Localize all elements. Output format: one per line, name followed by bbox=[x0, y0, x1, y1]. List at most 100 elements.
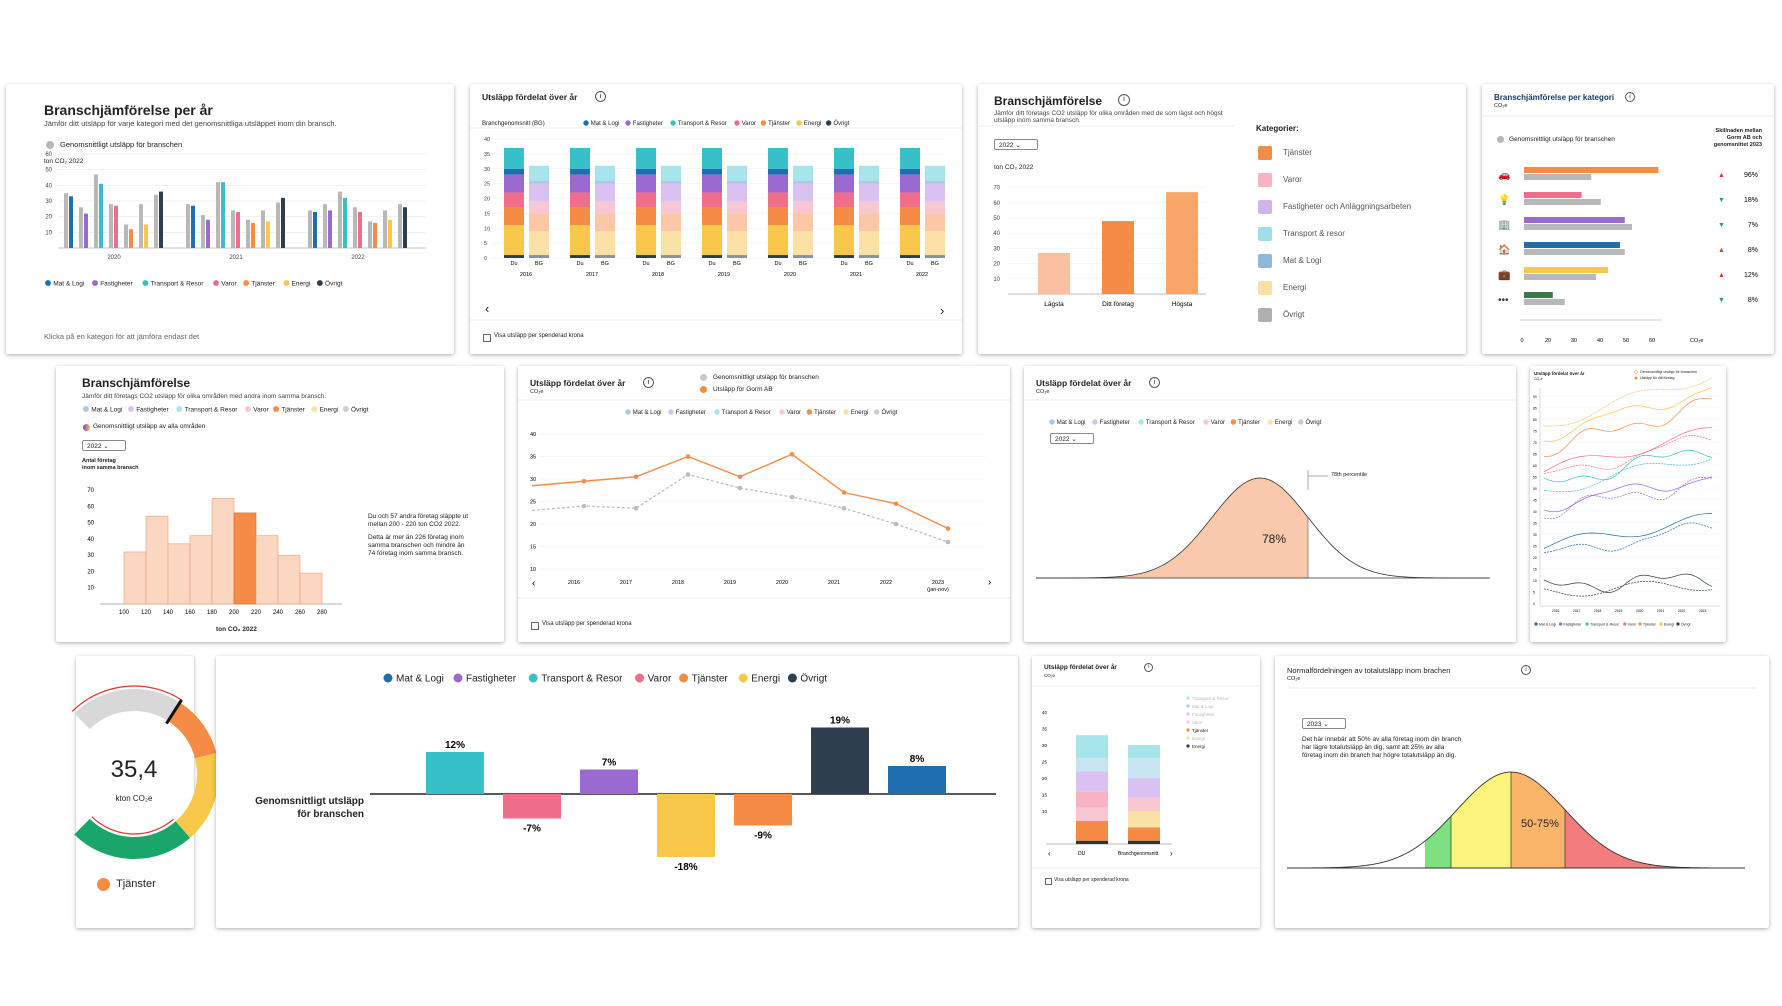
x-tick-label: 0 bbox=[1520, 338, 1523, 344]
y-tick-label: 10 bbox=[484, 226, 490, 232]
stack-seg bbox=[570, 174, 590, 193]
category-swatch[interactable] bbox=[1258, 281, 1272, 295]
card-title: Utsläpp fördelat över år bbox=[1036, 378, 1132, 388]
category-label[interactable]: Varor bbox=[1283, 175, 1302, 184]
legend-label-0: Mat & Logi bbox=[633, 410, 662, 416]
category-label[interactable]: Energi bbox=[1283, 283, 1307, 292]
stack-seg bbox=[727, 231, 747, 256]
bar-Mat & Logi bbox=[191, 205, 195, 248]
series-line bbox=[1543, 513, 1713, 549]
info-icon[interactable]: i bbox=[1625, 92, 1635, 102]
gauge-unit: kton CO₂e bbox=[115, 794, 153, 803]
card-subtitle: Jämför ditt utsläpp för varje kategori m… bbox=[44, 119, 337, 128]
y-tick-label: 60 bbox=[87, 504, 94, 510]
info-icon[interactable]: i bbox=[1149, 377, 1160, 388]
y-tick-label: 20 bbox=[993, 262, 1000, 268]
legend-label-4: Tjänster bbox=[251, 280, 275, 287]
category-label[interactable]: Tjänster bbox=[1283, 148, 1312, 157]
info-icon[interactable]: i bbox=[595, 91, 606, 102]
checkbox[interactable] bbox=[483, 334, 491, 342]
bar-Tjänster bbox=[373, 222, 377, 248]
nav-right-button: › bbox=[1170, 849, 1173, 858]
y-tick-label: 40 bbox=[993, 231, 1000, 237]
stack-seg bbox=[1076, 807, 1108, 821]
stack-seg bbox=[900, 147, 920, 169]
y-tick-label: 35 bbox=[484, 152, 490, 158]
diff-label: 12% bbox=[1744, 272, 1758, 279]
x-tick-label: 60 bbox=[1649, 338, 1655, 344]
du-label: Du bbox=[576, 261, 583, 267]
y-tick-label: 30 bbox=[530, 477, 536, 483]
year-select[interactable]: 2022 ⌄ bbox=[1050, 433, 1094, 444]
category-swatch[interactable] bbox=[1258, 254, 1272, 268]
year-select[interactable]: 2022 ⌄ bbox=[82, 440, 126, 451]
average-point bbox=[633, 505, 639, 511]
chart-c4: 🚗 ▲ 96% 💡 ▼ 18% 🏢 ▼ 7% 🏠 ▲ 8% 💼 ▲ 12% ••• ▼ 8% 0 20 30 40 50 60… bbox=[1482, 115, 1774, 344]
y-tick-label: 40 bbox=[87, 537, 94, 543]
y-tick-label: 60 bbox=[1533, 464, 1537, 468]
stack-seg bbox=[859, 201, 879, 214]
legend-label-0: Mat & Logi bbox=[1057, 420, 1086, 426]
category-label[interactable]: Mat & Logi bbox=[1283, 256, 1322, 265]
stack-seg bbox=[504, 192, 524, 208]
checkbox[interactable] bbox=[531, 622, 539, 630]
category-swatch[interactable] bbox=[1258, 308, 1272, 322]
info-icon[interactable]: i bbox=[1521, 665, 1531, 675]
stack-seg bbox=[661, 165, 681, 181]
category-label[interactable]: Övrigt bbox=[1283, 310, 1305, 319]
average-bar bbox=[139, 204, 143, 248]
nav-right-button[interactable]: › bbox=[940, 303, 945, 318]
year-select-value: 2022 bbox=[999, 142, 1014, 149]
legend-label-2: Transport & Resor bbox=[541, 674, 623, 685]
checkbox[interactable] bbox=[1045, 878, 1052, 885]
x-tick-label: 2020 bbox=[107, 255, 121, 261]
legend-dot-0 bbox=[1049, 419, 1055, 425]
legend-label: Energi bbox=[1192, 744, 1205, 749]
legend-label-6: Övrigt bbox=[325, 279, 343, 287]
ylabel-line-1: Antal företag bbox=[82, 458, 116, 464]
legend-label-5: Energi bbox=[804, 121, 821, 127]
average-bar bbox=[154, 194, 158, 248]
year-select[interactable]: 2023 ⌄ bbox=[1302, 718, 1346, 729]
stack-seg bbox=[504, 174, 524, 193]
stack-seg bbox=[859, 165, 879, 181]
category-swatch[interactable] bbox=[1258, 200, 1272, 214]
category-swatch[interactable] bbox=[1258, 227, 1272, 241]
legend-dot-2 bbox=[714, 409, 720, 415]
company-point bbox=[685, 454, 691, 459]
legend-dot-1 bbox=[668, 409, 674, 415]
y-tick-label: 70 bbox=[87, 488, 94, 494]
legend-dot-4 bbox=[1638, 622, 1642, 626]
info-icon[interactable]: i bbox=[1144, 663, 1153, 672]
stack-base bbox=[570, 255, 590, 258]
nav-left-button[interactable]: ‹ bbox=[485, 301, 490, 316]
x-tick-label: 160 bbox=[185, 610, 196, 616]
stack-seg bbox=[793, 165, 813, 181]
legend-dot-2 bbox=[142, 280, 149, 286]
category-label[interactable]: Fastigheter och Anläggningsarbeten bbox=[1283, 202, 1412, 211]
category-icon: 💼 bbox=[1498, 270, 1511, 281]
bar-Varor bbox=[358, 211, 362, 248]
series-line bbox=[1543, 398, 1712, 457]
category-swatch[interactable] bbox=[1258, 173, 1272, 187]
stack-seg bbox=[595, 180, 615, 184]
info-icon[interactable]: i bbox=[643, 377, 654, 388]
company-point bbox=[633, 474, 639, 480]
gauge-value: 35,4 bbox=[110, 756, 158, 783]
stack-seg bbox=[504, 207, 524, 226]
x-tick-label: 200 bbox=[229, 610, 240, 616]
legend-company-dot bbox=[700, 386, 707, 393]
legend-dot bbox=[1634, 370, 1638, 374]
gauge-outline bbox=[71, 685, 182, 712]
y-tick-label: 80 bbox=[1533, 418, 1537, 422]
year-select[interactable]: 2022 ⌄ bbox=[994, 139, 1038, 150]
legend-label-1: Fastigheter bbox=[1100, 420, 1130, 426]
stack-seg bbox=[1128, 811, 1160, 828]
info-icon[interactable]: i bbox=[1118, 94, 1130, 106]
category-swatch[interactable] bbox=[1258, 146, 1272, 160]
bar-Energi bbox=[144, 224, 148, 248]
category-label[interactable]: Transport & resor bbox=[1283, 229, 1345, 238]
x-tick-label: 20 bbox=[1545, 338, 1551, 344]
stack-base bbox=[834, 255, 854, 258]
stack-seg bbox=[727, 165, 747, 181]
